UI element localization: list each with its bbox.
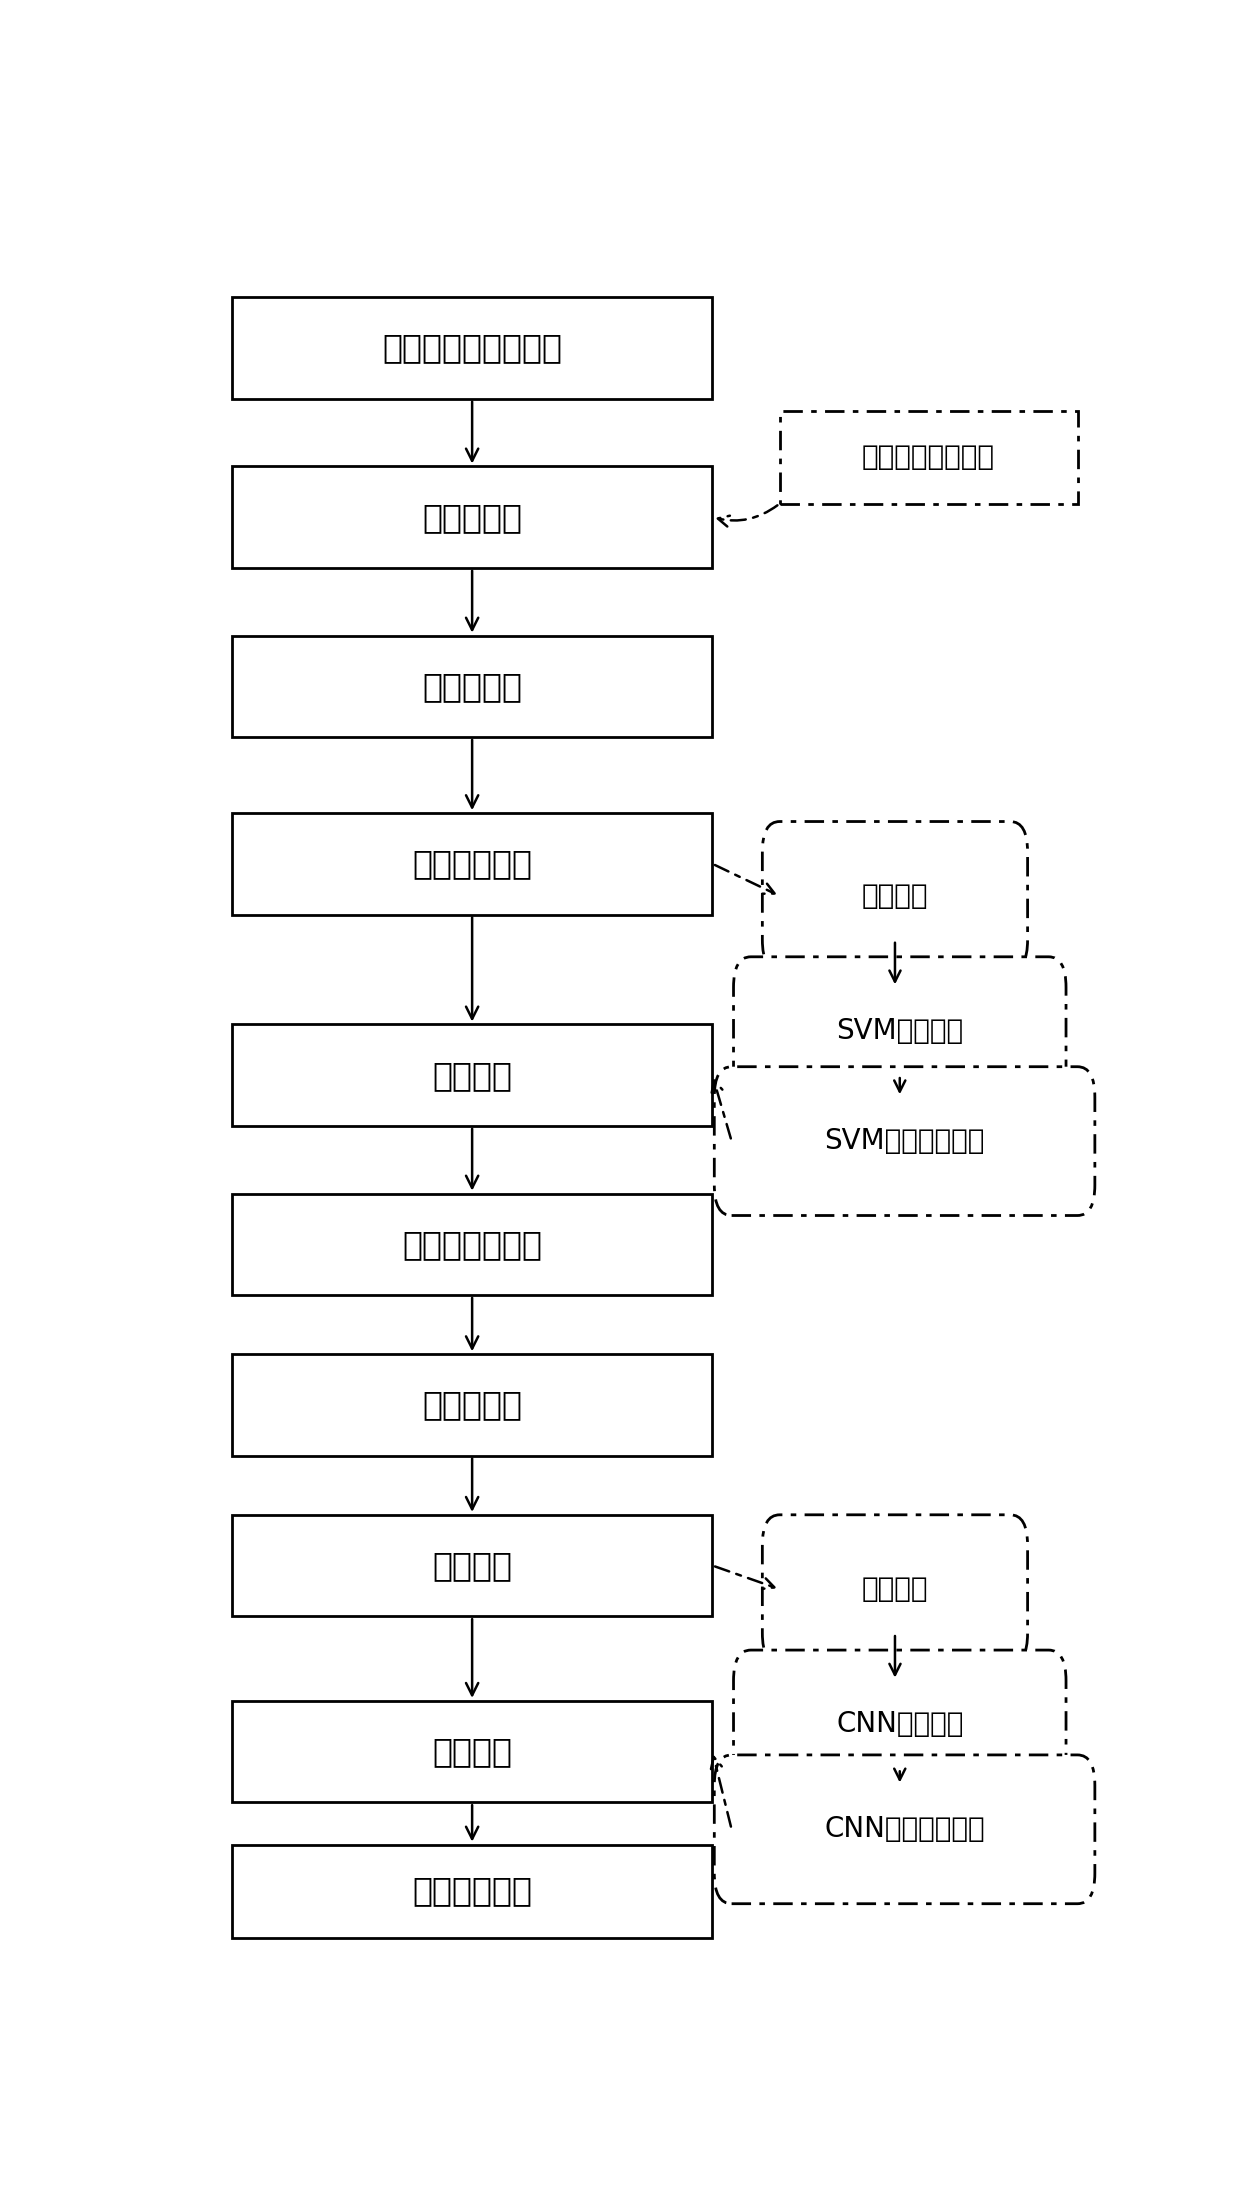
FancyBboxPatch shape: [763, 821, 1028, 971]
Text: SVM模型训练: SVM模型训练: [836, 1017, 963, 1045]
Text: 训练数据: 训练数据: [862, 1575, 929, 1603]
Text: 字符分割: 字符分割: [432, 1548, 512, 1581]
Text: SVM车牌判别模型: SVM车牌判别模型: [825, 1127, 985, 1155]
FancyBboxPatch shape: [232, 1195, 712, 1296]
FancyBboxPatch shape: [232, 635, 712, 738]
Text: 车牌偏斜斜矫正: 车牌偏斜斜矫正: [402, 1228, 542, 1261]
FancyBboxPatch shape: [232, 1515, 712, 1616]
FancyBboxPatch shape: [780, 411, 1078, 503]
Text: CNN模型训练: CNN模型训练: [836, 1711, 963, 1739]
Text: 数字车牌信息: 数字车牌信息: [412, 1875, 532, 1908]
FancyBboxPatch shape: [232, 1355, 712, 1456]
Text: 正车牌图块: 正车牌图块: [422, 1388, 522, 1421]
FancyBboxPatch shape: [232, 813, 712, 914]
Text: 训练数据: 训练数据: [862, 883, 929, 909]
FancyBboxPatch shape: [232, 466, 712, 569]
FancyBboxPatch shape: [232, 296, 712, 400]
Text: 高斯模糊、灰度化: 高斯模糊、灰度化: [862, 444, 996, 472]
FancyBboxPatch shape: [232, 1845, 712, 1937]
FancyBboxPatch shape: [734, 1649, 1066, 1799]
FancyBboxPatch shape: [734, 957, 1066, 1105]
Text: 车牌判断: 车牌判断: [432, 1058, 512, 1091]
FancyBboxPatch shape: [714, 1067, 1095, 1217]
Text: 字符识别: 字符识别: [432, 1735, 512, 1768]
FancyBboxPatch shape: [714, 1755, 1095, 1904]
FancyBboxPatch shape: [232, 1700, 712, 1803]
Text: 车牌粗定位: 车牌粗定位: [422, 670, 522, 703]
Text: 车牌精确定位: 车牌精确定位: [412, 848, 532, 881]
Text: 图像预处理: 图像预处理: [422, 501, 522, 534]
Text: CNN字符识别模型: CNN字符识别模型: [825, 1816, 985, 1842]
FancyBboxPatch shape: [232, 1023, 712, 1127]
Text: 车辆静态图像关键帧: 车辆静态图像关键帧: [382, 332, 562, 365]
FancyBboxPatch shape: [763, 1515, 1028, 1665]
